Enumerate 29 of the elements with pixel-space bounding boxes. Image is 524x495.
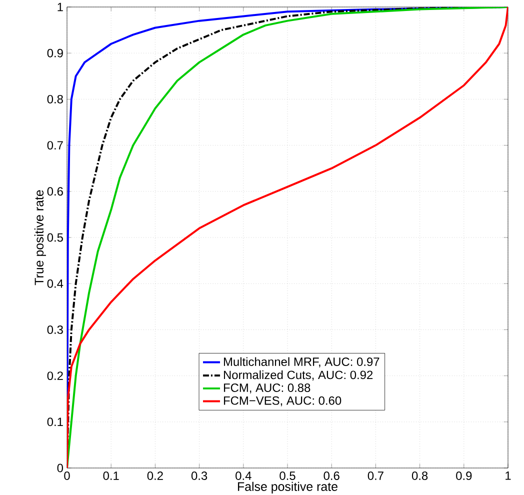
y-tick-label: 1 — [58, 2, 63, 12]
y-tick-label: 0.5 — [47, 233, 63, 242]
x-tick-label: 0 — [64, 472, 70, 480]
legend-label: FCM, AUC: 0.88 — [224, 384, 310, 394]
x-tick-label: 0.6 — [324, 472, 340, 480]
x-tick-label: 0.4 — [236, 472, 252, 480]
y-tick-label: 0.1 — [47, 418, 63, 426]
line-series — [67, 6, 508, 468]
legend-label: FCM−VES, AUC: 0.60 — [224, 396, 342, 406]
y-axis-title: True positive rate — [34, 190, 46, 286]
x-tick-label: 0.1 — [103, 472, 119, 480]
x-axis-title: False positive rate — [238, 482, 338, 494]
x-tick-label: 0.9 — [456, 472, 472, 480]
y-tick-label: 0.9 — [47, 48, 63, 58]
y-tick-label: 0.8 — [47, 94, 63, 104]
x-tick-label: 1 — [506, 472, 511, 480]
x-tick-label: 0.2 — [147, 472, 163, 480]
legend-label: Multichannel MRF, AUC: 0.97 — [224, 357, 380, 368]
y-tick-label: 0.3 — [47, 325, 63, 334]
x-tick-label: 0.5 — [280, 472, 296, 480]
x-tick-label: 0.7 — [368, 472, 384, 480]
y-tick-label: 0.7 — [47, 141, 63, 150]
y-tick-label: 0 — [57, 464, 64, 472]
y-tick-label: 0.4 — [47, 279, 64, 288]
y-tick-label: 0.6 — [47, 187, 63, 196]
x-tick-label: 0.3 — [191, 472, 208, 480]
x-tick-label: 0.8 — [412, 472, 428, 480]
y-tick-label: 0.2 — [47, 372, 63, 380]
legend-label: Normalized Cuts, AUC: 0.92 — [224, 370, 373, 381]
